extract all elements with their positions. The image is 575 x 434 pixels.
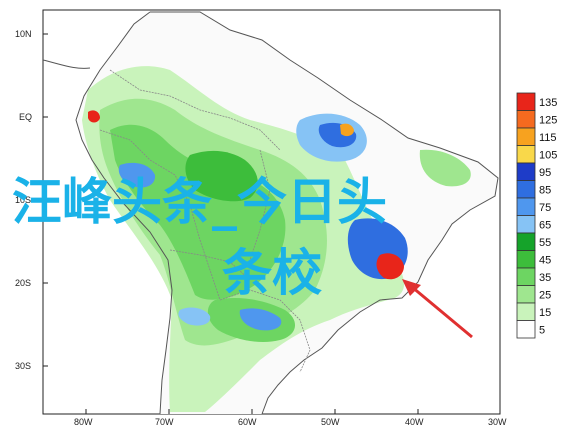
lon-label-50w: 50W [321,417,340,427]
legend-swatch [516,162,536,181]
legend-swatch [516,267,536,286]
legend-label: 105 [539,149,557,161]
latitude-axis: 10N EQ 10S 20S 30S [15,29,48,371]
legend-swatch [516,250,536,269]
lat-label-30s: 30S [15,361,31,371]
longitude-axis: 80W 70W 60W 50W 40W 30W [74,409,507,427]
legend-label: 55 [539,237,551,249]
legend-swatch [516,302,536,321]
legend-label: 65 [539,219,551,231]
lon-label-80w: 80W [74,417,93,427]
legend-swatch [516,215,536,234]
legend-label: 125 [539,114,557,126]
legend-label: 75 [539,202,551,214]
lon-label-40w: 40W [405,417,424,427]
pointer-arrow [402,279,473,339]
legend-swatch [516,232,536,251]
precip-shading [82,66,471,412]
legend-label: 135 [539,97,557,109]
lat-label-20s: 20S [15,278,31,288]
legend-swatch [516,92,536,111]
legend-label: 45 [539,254,551,266]
legend-label: 85 [539,184,551,196]
legend-swatch [516,320,536,339]
country-borders [99,69,311,373]
watermark-line-1: 汪峰头条_今日头 [12,173,387,231]
lon-label-70w: 70W [155,417,174,427]
legend-swatch [516,180,536,199]
lat-label-10s: 10S [15,195,31,205]
legend-swatch [516,197,536,216]
legend-swatch [516,285,536,304]
map-panel [42,9,501,415]
watermark-line-2: 条校 [222,244,322,302]
coastline [42,11,499,415]
legend-swatch [516,145,536,164]
legend-label: 115 [539,132,557,144]
legend-label: 15 [539,307,551,319]
legend-label: 95 [539,167,551,179]
lat-label-eq: EQ [19,112,32,122]
watermark: 汪峰头条_今日头 条校 [12,173,387,302]
color-legend: 135 125 115 105 95 85 75 65 55 45 35 25 15 5 [516,92,557,339]
legend-label: 5 [539,324,545,336]
legend-swatch [516,110,536,129]
legend-label: 25 [539,289,551,301]
lon-label-60w: 60W [238,417,257,427]
legend-swatch [516,127,536,146]
lon-label-30w: 30W [488,417,507,427]
legend-label: 35 [539,272,551,284]
lat-label-10n: 10N [15,29,32,39]
